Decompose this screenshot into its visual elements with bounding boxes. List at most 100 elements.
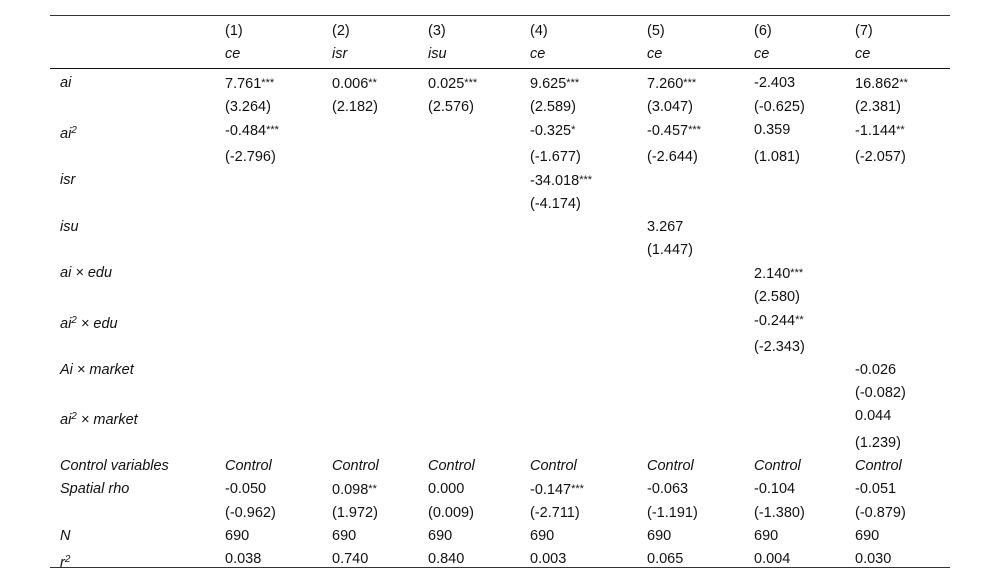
table-cell: (3.047) xyxy=(647,96,754,119)
cell-value: 690 xyxy=(647,528,672,544)
table-cell: -0.051 xyxy=(855,478,950,502)
table-cell xyxy=(225,382,332,405)
row-label-text: N xyxy=(60,528,71,544)
cell-value: (-4.174) xyxy=(530,196,581,212)
table-cell xyxy=(428,193,530,216)
row-label: Control variables xyxy=(50,455,225,478)
cell-value: (1.239) xyxy=(855,435,901,451)
table-cell xyxy=(855,309,950,336)
table-cell xyxy=(428,169,530,193)
significance-stars: *** xyxy=(683,77,697,89)
cell-value: -0.457 xyxy=(647,123,689,139)
dependent-variable: ce xyxy=(855,43,950,69)
row-label xyxy=(50,239,225,262)
table-cell xyxy=(647,359,754,382)
significance-stars: *** xyxy=(464,77,478,89)
table-cell: 16.862** xyxy=(855,69,950,97)
table-row-tstat: (2.580) xyxy=(50,286,950,309)
row-label-text: isu xyxy=(60,219,79,235)
table-cell xyxy=(428,336,530,359)
table-cell: (2.182) xyxy=(332,96,428,119)
row-label xyxy=(50,146,225,169)
table-row: ai 7.761*** 0.006** 0.025*** 9.625*** 7.260**… xyxy=(50,69,950,97)
table-cell xyxy=(754,359,855,382)
row-label-text: isr xyxy=(60,172,76,188)
table-cell xyxy=(332,405,428,432)
table-cell xyxy=(332,216,428,239)
table-cell: Control xyxy=(647,455,754,478)
table-cell: (2.580) xyxy=(754,286,855,309)
cell-value: Control xyxy=(428,458,475,474)
cell-value: -0.104 xyxy=(754,481,796,497)
row-label: N xyxy=(50,525,225,548)
table-cell xyxy=(855,169,950,193)
row-label-text: r xyxy=(60,555,65,571)
cell-value: 2.140 xyxy=(754,266,791,282)
table-cell xyxy=(530,336,647,359)
row-label xyxy=(50,382,225,405)
table-cell: 690 xyxy=(647,525,754,548)
header-stub xyxy=(50,43,225,69)
table-cell: (-2.796) xyxy=(225,146,332,169)
table-row-tstat: (-2.343) xyxy=(50,336,950,359)
table-cell xyxy=(332,169,428,193)
table-cell: 0.006** xyxy=(332,69,428,97)
cell-value: -0.051 xyxy=(855,481,897,497)
table-cell xyxy=(428,405,530,432)
table-cell xyxy=(754,216,855,239)
table-cell xyxy=(855,193,950,216)
row-label xyxy=(50,432,225,455)
row-label-superscript: 2 xyxy=(64,554,71,565)
table-cell xyxy=(332,119,428,146)
table-cell xyxy=(332,193,428,216)
table-cell xyxy=(530,359,647,382)
table-cell: (2.589) xyxy=(530,96,647,119)
table-cell: Control xyxy=(530,455,647,478)
table-cell xyxy=(428,146,530,169)
dependent-variable: isr xyxy=(332,43,428,69)
table-cell xyxy=(530,309,647,336)
cell-value: 9.625 xyxy=(530,76,567,92)
row-label-text: ai xyxy=(60,75,72,91)
table-cell: (-2.343) xyxy=(754,336,855,359)
table-cell: 9.625*** xyxy=(530,69,647,97)
table-cell xyxy=(647,286,754,309)
table-cell: 0.044 xyxy=(855,405,950,432)
column-number-row: (1) (2) (3) (4) (5) (6) (7) xyxy=(50,15,950,43)
cell-value: (2.381) xyxy=(855,99,901,115)
cell-value: -0.325 xyxy=(530,123,572,139)
row-label: Spatial rho xyxy=(50,478,225,502)
table-cell xyxy=(332,359,428,382)
row-label: ai2 × market xyxy=(50,405,225,432)
significance-stars: *** xyxy=(266,124,279,136)
row-label xyxy=(50,193,225,216)
cell-value: 690 xyxy=(855,528,880,544)
table-cell: 0.004 xyxy=(754,548,855,577)
cell-value: 0.038 xyxy=(225,551,262,567)
cell-value: (-0.879) xyxy=(855,505,906,521)
significance-stars: *** xyxy=(579,174,593,186)
table-cell xyxy=(754,405,855,432)
cell-value: Control xyxy=(530,458,577,474)
table-cell xyxy=(428,432,530,455)
significance-stars: ** xyxy=(368,77,377,89)
cell-value: 0.004 xyxy=(754,551,791,567)
regression-table: (1) (2) (3) (4) (5) (6) (7) ce isr isu c… xyxy=(50,15,950,577)
cell-value: (-0.962) xyxy=(225,505,276,521)
dependent-variable-row: ce isr isu ce ce ce ce xyxy=(50,43,950,69)
table-cell: (-0.082) xyxy=(855,382,950,405)
row-label xyxy=(50,286,225,309)
row-label-text: ai xyxy=(60,316,72,332)
cell-value: 16.862 xyxy=(855,76,900,92)
cell-value: 0.006 xyxy=(332,76,369,92)
table-cell: -0.026 xyxy=(855,359,950,382)
table-cell xyxy=(647,405,754,432)
significance-stars: ** xyxy=(896,124,905,136)
row-label: r2 xyxy=(50,548,225,577)
table-cell: 690 xyxy=(530,525,647,548)
cell-value: Control xyxy=(855,458,902,474)
header-stub xyxy=(50,15,225,43)
table-cell: 0.025*** xyxy=(428,69,530,97)
cell-value: (2.576) xyxy=(428,99,474,115)
row-label-suffix: × edu xyxy=(76,316,118,332)
